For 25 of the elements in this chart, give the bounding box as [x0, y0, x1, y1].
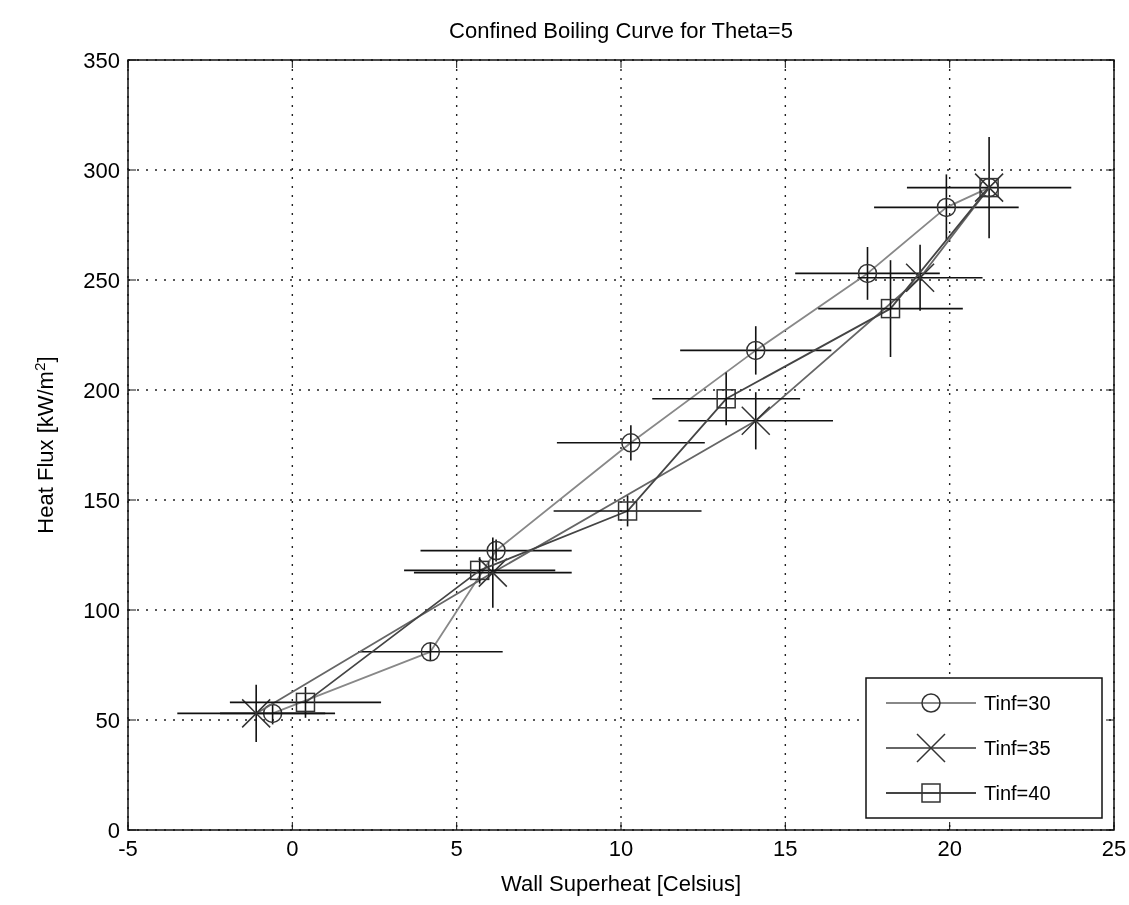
- point: [617, 501, 638, 521]
- point: [880, 298, 901, 319]
- y-tick-label: 200: [83, 377, 120, 403]
- x-tick-label: 20: [937, 836, 962, 861]
- y-tick-label: 350: [83, 47, 120, 73]
- y-tick-label: 300: [83, 157, 120, 183]
- x-tick-label: 15: [773, 836, 798, 861]
- y-tick-label: 0: [107, 817, 120, 843]
- y-tick-label: 50: [95, 707, 120, 733]
- y-tick-label: 150: [83, 487, 120, 513]
- x-axis-title: Wall Superheat [Celsius]: [500, 871, 742, 896]
- point: [469, 560, 490, 581]
- point: [716, 389, 736, 409]
- x-tick-label: 10: [608, 836, 634, 861]
- legend-label: Tinf=35: [984, 737, 1051, 759]
- legend-label: Tinf=30: [984, 692, 1051, 714]
- x-tick-label: 25: [1101, 836, 1127, 861]
- x-tick-label: 5: [450, 836, 463, 861]
- chart-title: Confined Boiling Curve for Theta=5: [449, 18, 793, 43]
- y-tick-label: 250: [83, 267, 120, 293]
- legend-label: Tinf=40: [984, 782, 1051, 804]
- y-tick-label: 100: [83, 597, 120, 623]
- x-tick-label: -5: [118, 836, 138, 861]
- x-tick-label: 0: [286, 836, 299, 861]
- point: [295, 692, 316, 713]
